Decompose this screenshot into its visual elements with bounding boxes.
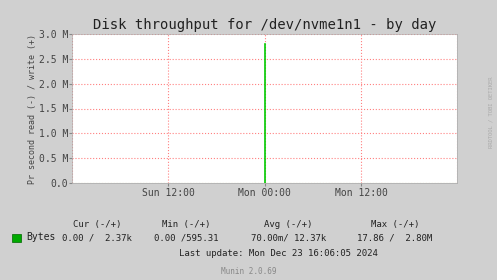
Text: 17.86 /  2.80M: 17.86 / 2.80M (357, 234, 433, 243)
Y-axis label: Pr second read (-) / write (+): Pr second read (-) / write (+) (28, 34, 37, 183)
Text: Cur (-/+): Cur (-/+) (73, 220, 121, 229)
Text: Bytes: Bytes (26, 232, 55, 242)
Text: Avg (-/+): Avg (-/+) (264, 220, 313, 229)
Text: Min (-/+): Min (-/+) (162, 220, 211, 229)
Text: 70.00m/ 12.37k: 70.00m/ 12.37k (250, 234, 326, 243)
Title: Disk throughput for /dev/nvme1n1 - by day: Disk throughput for /dev/nvme1n1 - by da… (93, 18, 436, 32)
Text: Max (-/+): Max (-/+) (371, 220, 419, 229)
Text: 0.00 /595.31: 0.00 /595.31 (154, 234, 219, 243)
Text: RRDTOOL / TOBI OETIKER: RRDTOOL / TOBI OETIKER (489, 76, 494, 148)
Text: 0.00 /  2.37k: 0.00 / 2.37k (62, 234, 132, 243)
Text: Munin 2.0.69: Munin 2.0.69 (221, 267, 276, 276)
Text: Last update: Mon Dec 23 16:06:05 2024: Last update: Mon Dec 23 16:06:05 2024 (179, 249, 378, 258)
